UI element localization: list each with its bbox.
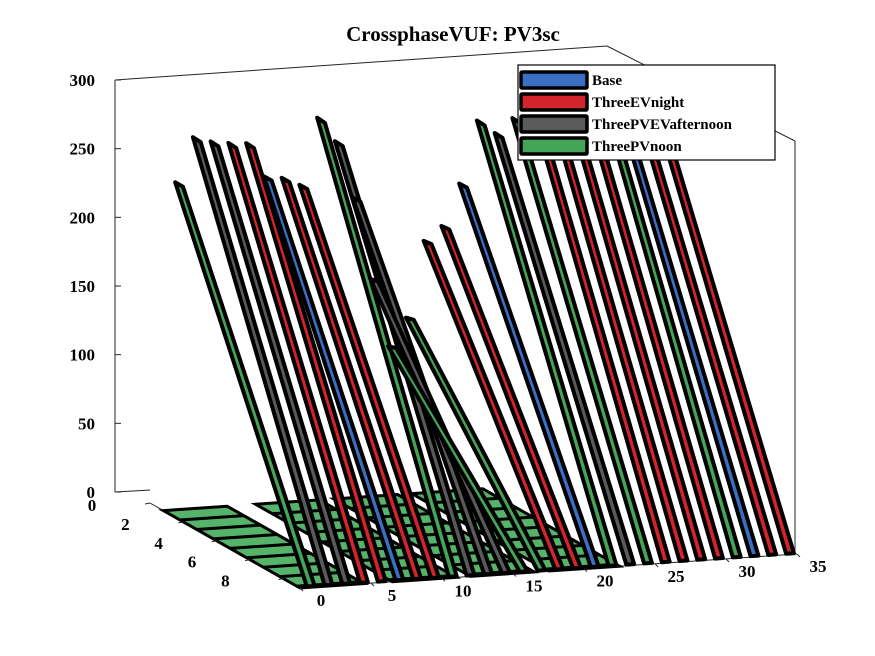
y-tick-label: 2 — [121, 515, 130, 534]
legend: Base ThreeEVnight ThreePVEVafternoon ThreeP… — [517, 64, 776, 161]
x-tick-label: 20 — [597, 572, 614, 591]
y-tick-mark — [178, 521, 184, 524]
legend-swatch-threepvevafternoon — [519, 114, 589, 134]
ribbon-threepvevafternoon-2 — [208, 139, 353, 587]
y-tick-mark — [211, 540, 217, 543]
ribbon-threepvnoon-17 — [474, 118, 619, 568]
y-tick-label: 8 — [221, 572, 230, 591]
floor-gridline — [196, 523, 261, 531]
floor-gridline — [179, 514, 244, 522]
x-tick-mark — [441, 577, 446, 582]
floor-gridline — [229, 542, 294, 550]
ribbon-threepvevafternoon-18 — [492, 131, 637, 567]
legend-swatch-base — [519, 70, 589, 90]
ribbon-threeevnight-15 — [439, 223, 583, 571]
floor-gridline — [213, 533, 278, 541]
legend-label-threepvevafternoon: ThreePVEVafternoon — [592, 117, 733, 133]
ribbon-threepvnoon-13 — [403, 315, 548, 573]
ribbon-threepvevafternoon-1 — [190, 135, 335, 588]
x-tick-mark — [654, 563, 659, 568]
legend-label-threepvnoon: ThreePVnoon — [592, 139, 682, 155]
x-tick-mark — [370, 582, 375, 587]
x-tick-label: 10 — [455, 581, 472, 600]
ribbon-threeevnight-4 — [244, 141, 388, 584]
ribbon-threepvnoon-0 — [173, 180, 317, 589]
x-tick-mark — [583, 568, 588, 572]
y-tick-label: 4 — [154, 534, 163, 553]
ribbon-base-16 — [457, 181, 601, 570]
legend-label-base: Base — [592, 73, 622, 89]
x-axis-ticks: 0 5 10 15 20 25 30 35 — [299, 553, 827, 610]
ribbon-threeevnight-14 — [421, 238, 566, 572]
x-tick-mark — [796, 553, 801, 558]
y-axis-ticks: 0 2 4 6 8 — [88, 496, 284, 591]
x-tick-mark — [299, 587, 304, 592]
x-tick-label: 30 — [739, 562, 756, 581]
z-tick-label: 200 — [70, 208, 96, 227]
x-tick-mark — [725, 558, 730, 563]
y-tick-label: 6 — [188, 553, 197, 572]
ribbon-base-5 — [261, 174, 406, 583]
chart-title: CrossphaseVUF: PV3sc — [346, 22, 560, 46]
ribbon-threeevnight-7 — [297, 182, 441, 580]
legend-label-threeevnight: ThreeEVnight — [592, 95, 684, 111]
x-tick-mark — [512, 573, 517, 577]
z-tick-label: 100 — [70, 346, 96, 365]
x-tick-label: 25 — [668, 567, 685, 586]
y-tick-mark — [278, 578, 284, 581]
y-tick-mark — [144, 502, 151, 505]
ribbon-threeevnight-6 — [279, 175, 424, 582]
z-tick-label: 0 — [87, 483, 96, 502]
x-tick-label: 15 — [526, 576, 543, 595]
x-tick-label: 35 — [810, 557, 827, 576]
ribbon-threeevnight-3 — [226, 140, 370, 585]
z-tick-label: 300 — [70, 71, 96, 90]
x-tick-label: 5 — [388, 586, 397, 605]
ribbons — [173, 96, 796, 589]
y-tick-mark — [244, 559, 251, 562]
legend-swatch-threeevnight — [519, 92, 589, 112]
z-tick-label: 50 — [78, 414, 95, 433]
x-tick-label: 0 — [317, 591, 326, 610]
axis-line-back-top — [114, 45, 608, 81]
legend-swatch-threepvnoon — [519, 136, 589, 156]
z-tick-label: 150 — [70, 277, 96, 296]
z-axis-ticks: 0 50 100 150 200 250 300 — [70, 71, 121, 502]
ribbon-threepvnoon-12 — [386, 344, 530, 574]
z-tick-label: 250 — [70, 140, 96, 159]
y-tick-label: 0 — [88, 496, 97, 515]
